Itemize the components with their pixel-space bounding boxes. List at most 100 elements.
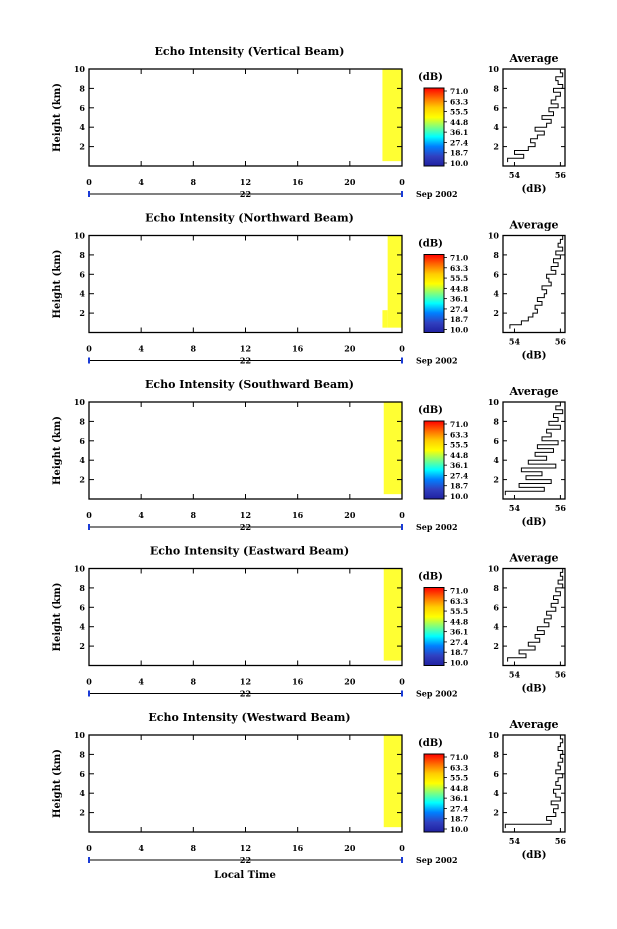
average-y-tick-label: 2 [493, 142, 499, 152]
x-tick-label: 16 [292, 510, 304, 520]
average-y-tick-label: 8 [493, 83, 499, 93]
panel-title: Echo Intensity (Vertical Beam) [154, 45, 344, 58]
average-x-label: (dB) [522, 351, 547, 362]
x-tick-label: 20 [344, 843, 356, 853]
y-tick-label: 4 [79, 455, 85, 465]
y-tick-label: 4 [79, 622, 85, 632]
panel-title: Echo Intensity (Eastward Beam) [150, 545, 349, 558]
y-tick-label: 2 [79, 142, 85, 152]
y-tick-label: 2 [79, 308, 85, 318]
colorbar-label: 55.5 [450, 274, 468, 283]
x-tick-label: 20 [344, 344, 356, 354]
colorbar-label: 63.3 [450, 597, 468, 606]
echo-data-region [383, 568, 402, 661]
colorbar-label: 18.7 [450, 315, 468, 324]
colorbar-label: 27.4 [450, 804, 468, 813]
y-tick-label: 10 [74, 231, 86, 241]
average-x-tick-label: 54 [509, 503, 521, 513]
average-y-tick-label: 4 [493, 122, 499, 132]
colorbar-label: 10.0 [450, 659, 468, 668]
colorbar-label: 27.4 [450, 305, 468, 314]
y-tick-label: 4 [79, 788, 85, 798]
average-frame [502, 401, 566, 500]
colorbar-unit: (dB) [418, 738, 443, 749]
average-x-tick-label: 56 [555, 170, 567, 180]
average-profile-line [507, 69, 564, 163]
x-tick-label: 0 [399, 177, 405, 187]
colorbar-label: 18.7 [450, 482, 468, 491]
average-y-tick-label: 10 [488, 64, 500, 74]
average-y-tick-label: 6 [493, 269, 499, 279]
colorbar-label: 55.5 [450, 441, 468, 450]
colorbar-label: 71.0 [450, 587, 468, 596]
average-y-tick-label: 2 [493, 475, 499, 485]
x-tick-label: 0 [86, 677, 92, 687]
average-y-tick-label: 10 [488, 730, 500, 740]
colorbar-label: 36.1 [450, 628, 468, 637]
x-tick-label: 20 [344, 677, 356, 687]
x-tick-label: 0 [86, 843, 92, 853]
date-label: Sep 2002 [416, 689, 458, 699]
average-profile-line [504, 735, 564, 829]
echo-data-notch [382, 310, 388, 328]
colorbar-label: 44.8 [450, 284, 468, 293]
date-label: Sep 2002 [416, 522, 458, 532]
colorbar-label: 18.7 [450, 149, 468, 158]
average-profile-line [509, 235, 564, 329]
colorbar-label: 63.3 [450, 264, 468, 273]
average-frame [502, 234, 566, 334]
y-tick-label: 8 [79, 583, 85, 593]
y-tick-label: 6 [79, 436, 85, 446]
x-tick-label: 0 [86, 177, 92, 187]
colorbar [423, 753, 445, 833]
colorbar-label: 63.3 [450, 430, 468, 439]
colorbar-label: 36.1 [450, 295, 468, 304]
average-profile-line [504, 402, 564, 496]
colorbar-label: 18.7 [450, 648, 468, 657]
average-y-tick-label: 6 [493, 602, 499, 612]
average-title: Average [508, 52, 558, 65]
y-tick-label: 6 [79, 103, 85, 113]
echo-data-region [382, 69, 402, 162]
colorbar-label: 63.3 [450, 97, 468, 106]
colorbar-label: 10.0 [450, 326, 468, 335]
date-label: Sep 2002 [416, 356, 458, 366]
y-tick-label: 4 [79, 122, 85, 132]
x-tick-label: 4 [138, 843, 144, 853]
colorbar [423, 587, 445, 666]
x-tick-label: 12 [240, 344, 251, 354]
y-tick-label: 2 [79, 808, 85, 818]
panel-5: Echo Intensity (Westward Beam) 2 4 6 8 10 0 4 8 1… [52, 711, 566, 865]
x-tick-label: 0 [399, 843, 405, 853]
average-x-tick-label: 56 [555, 670, 567, 680]
y-tick-label: 10 [74, 730, 86, 740]
x-tick-label: 20 [344, 510, 356, 520]
colorbar-unit: (dB) [418, 572, 443, 583]
day-label: 22 [240, 356, 251, 366]
colorbar-label: 27.4 [450, 638, 468, 647]
y-tick-label: 6 [79, 769, 85, 779]
average-x-tick-label: 56 [555, 503, 567, 513]
y-tick-label: 8 [79, 416, 85, 426]
colorbar-label: 36.1 [450, 128, 468, 137]
colorbar-unit: (dB) [418, 72, 443, 83]
x-tick-label: 0 [399, 510, 405, 520]
colorbar-label: 55.5 [450, 774, 468, 783]
y-tick-label: 8 [79, 250, 85, 260]
average-y-tick-label: 8 [493, 583, 499, 593]
date-label: Sep 2002 [416, 189, 458, 199]
x-tick-label: 12 [240, 177, 251, 187]
average-x-tick-label: 56 [555, 337, 567, 347]
colorbar [423, 254, 445, 333]
average-y-tick-label: 8 [493, 416, 499, 426]
colorbar-label: 18.7 [450, 815, 468, 824]
panel-2: Echo Intensity (Northward Beam) 2 4 6 8 10 0 4 8… [52, 212, 566, 366]
average-y-tick-label: 10 [488, 231, 500, 241]
plot-frame [88, 68, 403, 167]
colorbar-label: 44.8 [450, 118, 468, 127]
average-y-tick-label: 10 [488, 564, 500, 574]
average-x-tick-label: 54 [509, 170, 521, 180]
plot-frame [88, 401, 403, 500]
date-label: Sep 2002 [416, 855, 458, 865]
